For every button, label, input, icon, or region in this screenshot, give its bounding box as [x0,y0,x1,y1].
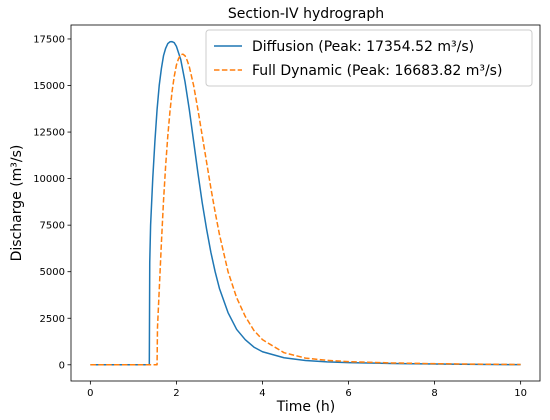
y-tick-label: 0 [59,360,65,371]
plot-frame [70,24,541,382]
x-tick-label: 4 [259,388,265,399]
x-tick-label: 8 [431,388,437,399]
x-tick-label: 6 [345,388,351,399]
y-tick-label: 10000 [33,174,65,185]
x-tick-label: 10 [514,388,527,399]
legend-label: Full Dynamic (Peak: 16683.82 m³/s) [252,63,502,79]
series-line-diffusion [90,40,521,366]
legend-box [205,29,533,87]
y-tick-label: 7500 [40,221,65,232]
y-axis-label: Discharge (m³/s) [9,145,25,262]
y-tick-label: 17500 [33,34,65,45]
x-axis-label: Time (h) [276,399,336,415]
y-tick-label: 2500 [40,314,65,325]
y-tick-label: 5000 [40,267,65,278]
axis-ticks: 0 2 4 6 8 10 0 2500 5000 7500 10000 12500 15000 17500 [33,34,527,399]
series-line-full-dynamic [90,53,521,366]
y-tick-label: 15000 [33,81,65,92]
plot-area [70,24,541,382]
y-tick-label: 12500 [33,128,65,139]
x-tick-label: 2 [173,388,179,399]
x-tick-label: 0 [87,388,93,399]
legend: Diffusion (Peak: 17354.52 m³/s) Full Dyna… [205,29,533,87]
legend-label: Diffusion (Peak: 17354.52 m³/s) [252,39,474,55]
chart-title: Section-IV hydrograph [228,6,384,22]
